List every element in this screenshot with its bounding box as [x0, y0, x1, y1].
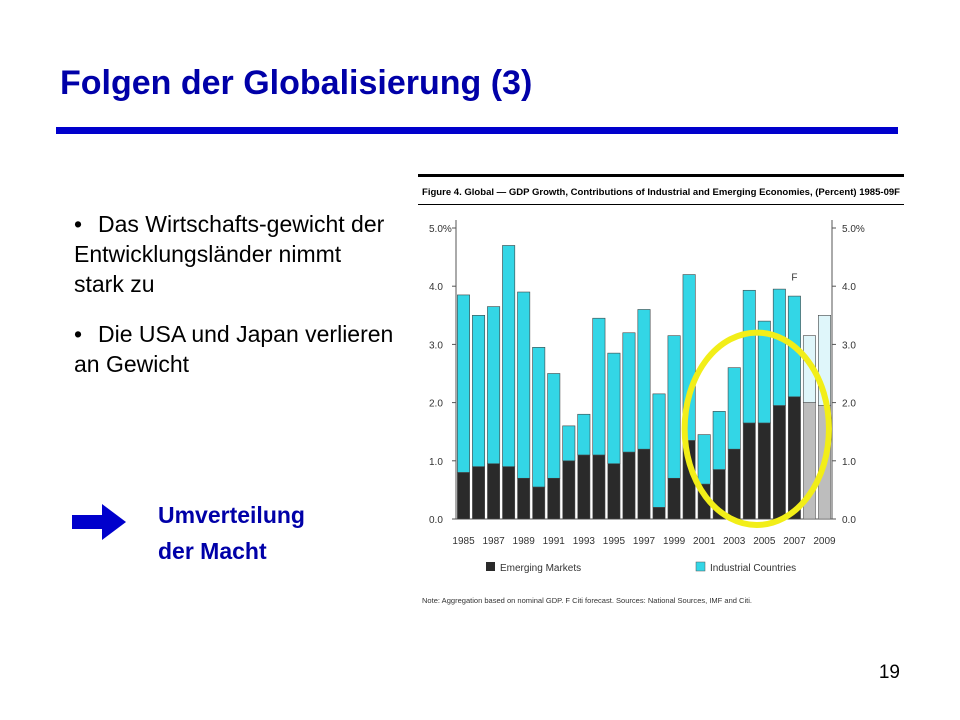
legend-swatch-industrial: [695, 561, 706, 572]
x-tick-label: 1985: [452, 536, 475, 547]
bar-industrial-1986: [472, 315, 486, 467]
chart-title-rule: [418, 204, 904, 205]
x-tick-label: 1999: [663, 536, 686, 547]
y-tick-label-right: 4.0: [842, 282, 856, 293]
chart-svg: Figure 4. Global — GDP Growth, Contribut…: [418, 174, 904, 605]
bullet-dot: •: [74, 320, 83, 347]
bar-industrial-1994: [592, 317, 606, 456]
forecast-label: F: [791, 272, 797, 283]
legend-swatch-emerging: [486, 562, 495, 571]
bar-industrial-1985: [457, 294, 470, 473]
gdp-chart: Figure 4. Global — GDP Growth, Contribut…: [418, 174, 904, 614]
x-tick-label: 2005: [753, 536, 776, 547]
bar-emerging-1998: [652, 507, 666, 520]
bar-emerging-2004: [742, 422, 756, 520]
conclusion: Umverteilung der Macht: [158, 498, 305, 569]
y-tick-label-left: 3.0: [429, 340, 443, 351]
x-tick-label: 1997: [633, 536, 656, 547]
bar-industrial-1997: [637, 309, 651, 450]
bar-emerging-1996: [622, 451, 636, 520]
bar-emerging-2005: [757, 422, 771, 520]
title-rule: [56, 127, 898, 134]
x-tick-label: 1989: [513, 536, 536, 547]
bar-emerging-1989: [517, 478, 531, 520]
bar-industrial-1993: [577, 413, 591, 456]
bar-emerging-1990: [532, 486, 546, 520]
bar-emerging-1986: [472, 466, 485, 520]
bar-industrial-1996: [622, 332, 636, 453]
highlight-ellipse: [681, 329, 832, 528]
x-tick-label: 2003: [723, 536, 746, 547]
bar-industrial-2004: [742, 289, 756, 424]
x-tick-label: 1995: [603, 536, 626, 547]
bar-industrial-2003: [727, 367, 741, 450]
bar-emerging-1988: [502, 466, 516, 520]
conclusion-line-1: Umverteilung: [158, 502, 305, 528]
y-tick-label-left: 2.0: [429, 399, 443, 410]
bar-emerging-2007: [787, 396, 801, 520]
bar-industrial-1999: [667, 335, 681, 479]
bar-industrial-1992: [562, 425, 576, 462]
x-tick-label: 1987: [482, 536, 505, 547]
legend-label-emerging: Emerging Markets: [500, 563, 581, 574]
y-tick-label-left: 0.0: [429, 515, 443, 526]
x-tick-label: 2001: [693, 536, 716, 547]
bar-industrial-1989: [517, 291, 531, 479]
bar-emerging-1994: [592, 454, 606, 520]
arrow-right-icon: [72, 504, 126, 540]
bar-emerging-2006: [772, 405, 786, 520]
bar-industrial-2001: [697, 434, 711, 485]
bar-emerging-1995: [607, 463, 621, 520]
bar-emerging-1987: [487, 463, 501, 520]
y-tick-label-right: 0.0: [842, 515, 856, 526]
bar-emerging-1999: [667, 478, 681, 520]
y-tick-label-left: 4.0: [429, 282, 443, 293]
x-tick-label: 2009: [813, 536, 836, 547]
bar-industrial-1995: [607, 352, 621, 465]
bullet-text-1: Das Wirtschafts-gewicht der Entwicklungs…: [74, 211, 385, 297]
bar-industrial-2006: [772, 288, 786, 406]
bar-industrial-2002: [712, 411, 726, 470]
slide-title: Folgen der Globalisierung (3): [60, 64, 533, 102]
chart-note: Note: Aggregation based on nominal GDP. …: [422, 596, 752, 605]
bar-emerging-1993: [577, 454, 591, 520]
bullet-item: • Das Wirtschafts-gewicht der Entwicklung…: [74, 210, 394, 300]
page-number: 19: [878, 662, 900, 683]
x-tick-label: 2007: [783, 536, 806, 547]
x-tick-label: 1993: [573, 536, 596, 547]
bar-industrial-2005: [757, 320, 771, 424]
chart-top-rule: [418, 174, 904, 177]
bar-industrial-1991: [547, 373, 561, 479]
x-tick-label: 1991: [543, 536, 566, 547]
bar-emerging-1985: [457, 472, 470, 520]
bar-emerging-2003: [727, 448, 741, 520]
bar-industrial-1988: [502, 245, 516, 467]
bullet-dot: •: [74, 211, 83, 237]
bar-industrial-1990: [532, 347, 546, 488]
legend-label-industrial: Industrial Countries: [710, 563, 796, 574]
y-tick-label-right: 5.0%: [842, 224, 865, 235]
conclusion-line-2: der Macht: [158, 537, 267, 564]
chart-title: Figure 4. Global — GDP Growth, Contribut…: [422, 187, 900, 198]
bar-emerging-1992: [562, 460, 576, 520]
y-tick-label-right: 1.0: [842, 457, 856, 468]
y-tick-label-right: 3.0: [842, 340, 856, 351]
bar-emerging-1991: [547, 478, 561, 520]
bullet-text-2: Die USA und Japan verlieren an Gewicht: [74, 320, 394, 377]
bar-industrial-1987: [487, 306, 501, 465]
bar-industrial-1998: [652, 393, 666, 508]
y-tick-label-left: 5.0%: [429, 224, 452, 235]
y-tick-label-left: 1.0: [429, 457, 443, 468]
bar-emerging-1997: [637, 448, 651, 520]
y-tick-label-right: 2.0: [842, 399, 856, 410]
bullet-list: • Das Wirtschafts-gewicht der Entwicklung…: [74, 210, 394, 399]
bullet-item: • Die USA und Japan verlieren an Gewicht: [74, 320, 394, 380]
